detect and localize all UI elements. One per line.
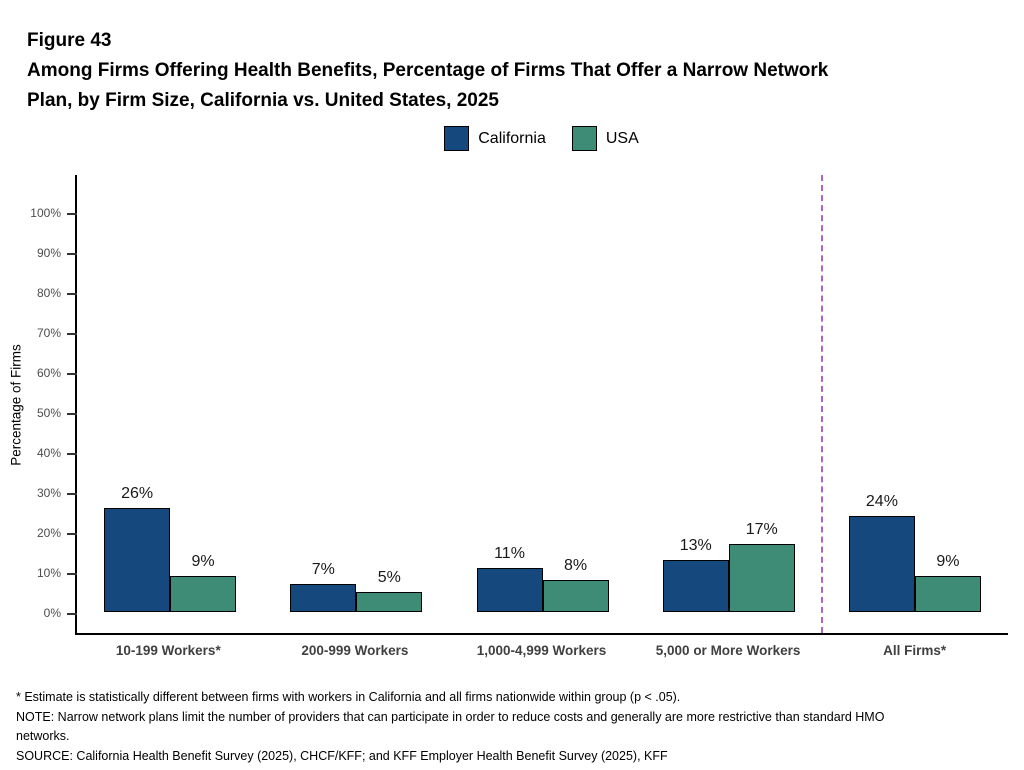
x-axis-category-label-4: 5,000 or More Workers xyxy=(655,643,801,658)
y-tick-label: 50% xyxy=(36,406,61,420)
x-axis-category-label-3: 1,000-4,999 Workers xyxy=(476,643,607,658)
bar-value-label: 9% xyxy=(191,553,215,570)
y-tick-mark xyxy=(67,293,77,295)
y-tick-label: 10% xyxy=(36,566,61,580)
y-tick-mark xyxy=(67,333,77,335)
bar-california-1: 26% xyxy=(104,485,171,612)
figure-header: Figure 43 Among Firms Offering Health Be… xyxy=(27,26,828,116)
bar-usa-3: 8% xyxy=(542,557,609,612)
bar-california-3: 11% xyxy=(476,545,543,612)
y-tick-mark xyxy=(67,213,77,215)
y-tick-label: 100% xyxy=(30,206,61,220)
bar-group-2: 7% 5% xyxy=(263,508,449,612)
footnote-source: SOURCE: California Health Benefit Survey… xyxy=(16,748,668,763)
legend-label-usa: USA xyxy=(605,129,639,147)
y-tick-label: 0% xyxy=(43,606,61,620)
bars-row: 26% 9% 7% 5% 11% 8% 13% 17% 24% 9% xyxy=(77,485,1008,612)
y-tick-label: 60% xyxy=(36,366,61,380)
separator-line xyxy=(820,175,823,633)
footnote-note: NOTE: Narrow network plans limit the num… xyxy=(16,709,885,744)
figure-number: Figure 43 xyxy=(27,30,112,51)
bar-value-label: 8% xyxy=(563,557,588,574)
bar-value-label: 5% xyxy=(377,569,401,586)
bar-group-1: 26% 9% xyxy=(77,485,263,612)
legend-item-usa: USA xyxy=(571,126,639,151)
figure-title-line-2: Plan, by Firm Size, California vs. Unite… xyxy=(27,90,499,111)
y-tick-label: 20% xyxy=(36,526,61,540)
bar-value-label: 7% xyxy=(311,561,335,578)
y-tick-mark xyxy=(67,613,77,615)
y-tick-label: 40% xyxy=(36,446,61,460)
bar-value-label: 17% xyxy=(745,521,778,538)
bar-group-5: 24% 9% xyxy=(822,493,1008,612)
footnotes: * Estimate is statistically different be… xyxy=(16,688,924,766)
plot-panel: 0% 10% 20% 30% 40% 50% 60% 70% 80% 90% 100% 26% 9% 7… xyxy=(30,175,1008,635)
x-axis-category-label-1: 10-199 Workers* xyxy=(115,643,221,658)
bar-value-label: 13% xyxy=(679,537,712,554)
legend-swatch-california xyxy=(444,126,470,151)
bar-usa-1: 9% xyxy=(170,553,237,612)
y-tick-label: 30% xyxy=(36,486,61,500)
chart-legend: California USA xyxy=(75,126,1008,151)
legend-item-california: California xyxy=(444,126,546,151)
bar-value-label: 26% xyxy=(121,485,154,502)
y-tick-mark xyxy=(67,493,77,495)
footnote-significance: * Estimate is statistically different be… xyxy=(16,690,681,704)
y-tick-mark xyxy=(67,373,77,375)
bar-value-label: 9% xyxy=(936,553,960,570)
figure-title-line-1: Among Firms Offering Health Benefits, Pe… xyxy=(27,60,829,81)
bar-usa-4: 17% xyxy=(728,521,795,612)
x-axis-labels: 10-199 Workers* 200-999 Workers 1,000-4,99… xyxy=(75,643,1008,658)
bar-california-4: 13% xyxy=(662,537,729,612)
bar-group-3: 11% 8% xyxy=(449,508,635,612)
y-tick-label: 70% xyxy=(36,326,61,340)
y-tick-mark xyxy=(67,413,77,415)
bar-california-5: 24% xyxy=(848,493,915,612)
y-tick-mark xyxy=(67,253,77,255)
x-axis-category-label-2: 200-999 Workers xyxy=(301,643,409,658)
y-tick-label: 80% xyxy=(36,286,61,300)
bar-usa-5: 9% xyxy=(914,553,981,612)
bar-value-label: 11% xyxy=(494,545,525,562)
bar-california-2: 7% xyxy=(290,561,357,612)
legend-swatch-usa xyxy=(571,126,597,151)
y-tick-mark xyxy=(67,573,77,575)
y-tick-label: 90% xyxy=(36,246,61,260)
x-axis-category-label-5: All Firms* xyxy=(883,643,947,658)
legend-label-california: California xyxy=(478,129,546,147)
bar-group-4: 13% 17% xyxy=(636,508,822,612)
y-tick-mark xyxy=(67,453,77,455)
bar-value-label: 24% xyxy=(865,493,898,510)
y-tick-mark xyxy=(67,533,77,535)
bar-usa-2: 5% xyxy=(356,569,423,612)
